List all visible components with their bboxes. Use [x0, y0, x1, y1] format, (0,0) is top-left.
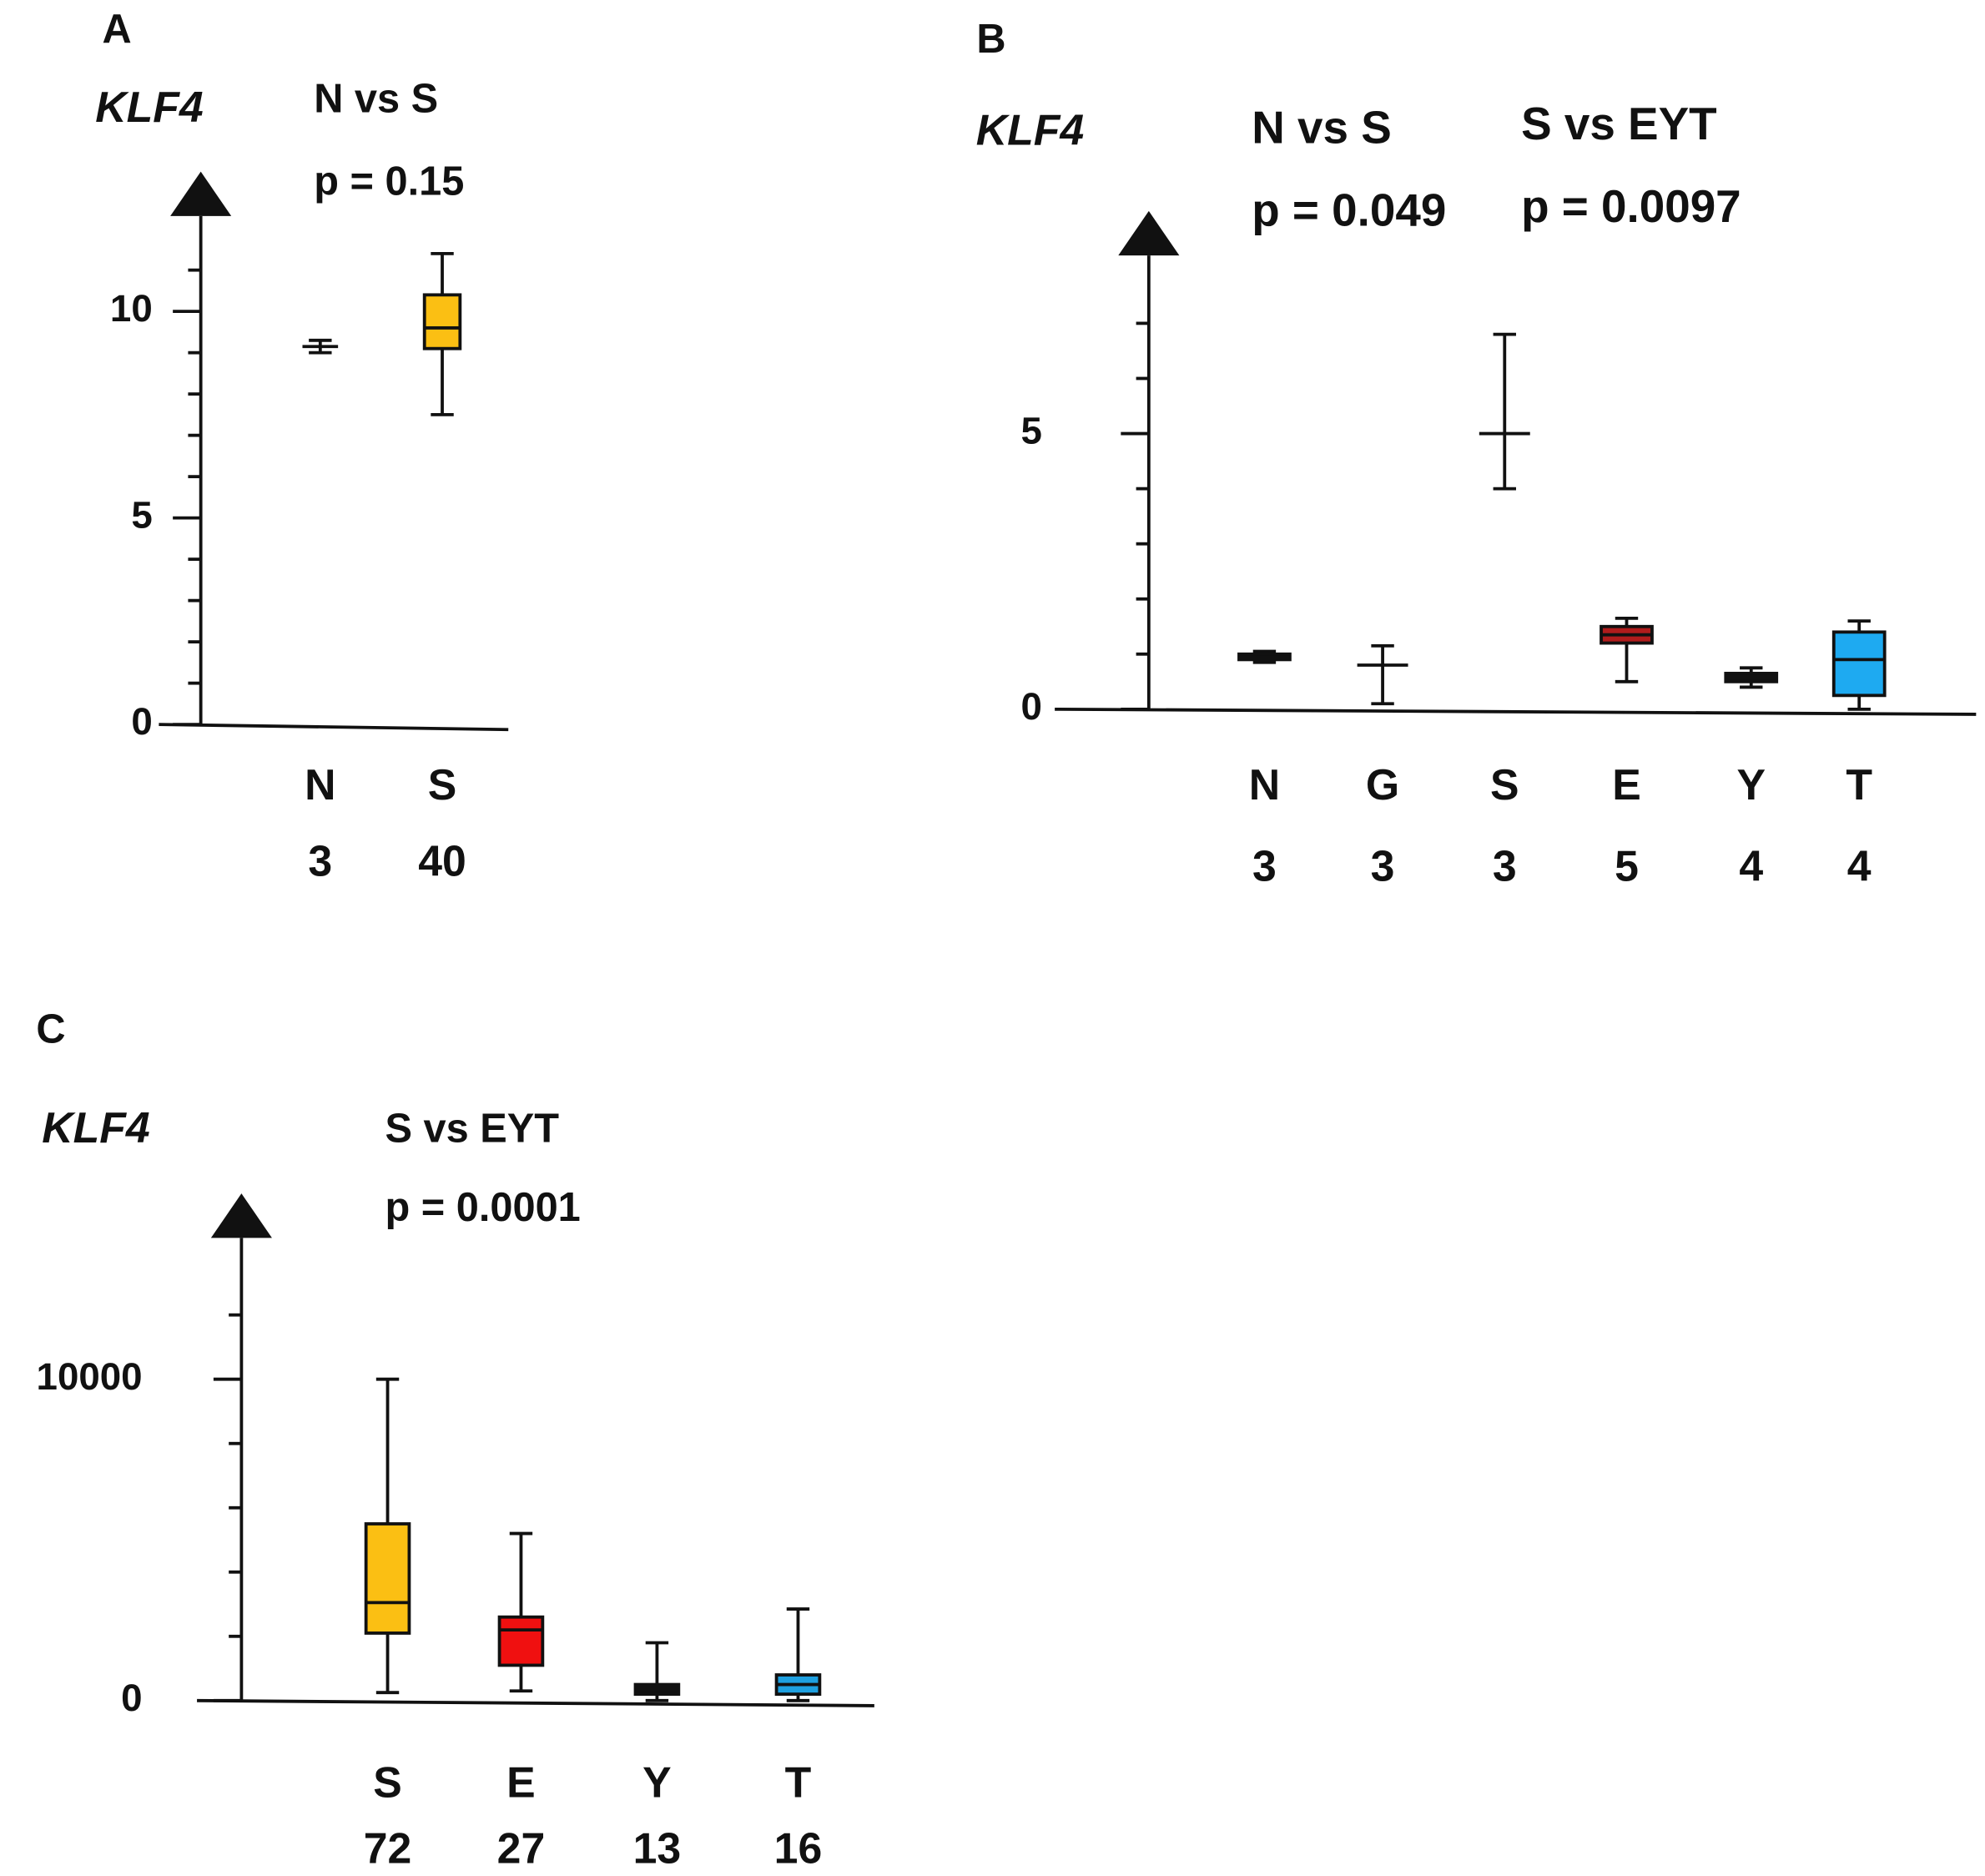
annotation: p = 0.0001 [385, 1185, 580, 1230]
count-label: 72 [364, 1824, 412, 1873]
axis-arrow [1118, 210, 1180, 256]
y-axis-label: KLF4 [95, 83, 203, 131]
box [497, 1615, 545, 1667]
x-tick-label: E [1612, 760, 1641, 809]
count-label: 3 [1493, 841, 1517, 890]
count-label: 3 [308, 836, 332, 885]
annotation: N vs S [314, 77, 438, 122]
y-tick-label: 5 [1020, 410, 1041, 452]
y-tick-label: 0 [121, 1677, 142, 1719]
y-axis-label: KLF4 [976, 106, 1084, 154]
x-tick-label: E [506, 1758, 536, 1807]
x-tick-label: Y [1736, 760, 1766, 809]
box [364, 1522, 411, 1635]
count-label: 13 [633, 1824, 682, 1873]
y-tick-label: 0 [1020, 685, 1041, 728]
x-tick-label: S [373, 1758, 402, 1807]
count-label: 5 [1615, 841, 1639, 890]
axis-arrow [170, 171, 232, 216]
count-label: 16 [774, 1824, 823, 1873]
annotation: p = 0.15 [314, 159, 464, 204]
y-tick-label: 0 [131, 700, 152, 743]
y-tick-label: 5 [131, 494, 152, 537]
annotation: S vs EYT [1521, 98, 1717, 149]
count-label: 27 [497, 1824, 546, 1873]
y-tick-label: 10 [110, 287, 153, 330]
annotation: S vs EYT [385, 1106, 559, 1151]
count-label: 3 [1371, 841, 1395, 890]
x-tick-label: S [428, 760, 457, 809]
box [1831, 630, 1887, 698]
panel-label: A [103, 7, 132, 52]
x-tick-label: T [785, 1758, 812, 1807]
annotation: N vs S [1252, 101, 1392, 153]
x-axis [197, 1698, 874, 1707]
x-axis [1055, 707, 1977, 716]
y-axis-label: KLF4 [42, 1103, 149, 1152]
x-tick-label: G [1366, 760, 1399, 809]
x-tick-label: N [1249, 760, 1280, 809]
count-label: 4 [1847, 841, 1872, 890]
box [422, 293, 462, 350]
x-tick-label: T [1846, 760, 1872, 809]
panel-label: B [976, 17, 1005, 62]
count-label: 4 [1739, 841, 1763, 890]
count-label: 40 [418, 836, 466, 885]
annotation: p = 0.049 [1252, 184, 1446, 235]
x-tick-label: Y [642, 1758, 672, 1807]
annotation: p = 0.0097 [1521, 180, 1741, 232]
x-axis [159, 723, 509, 732]
x-tick-label: S [1490, 760, 1519, 809]
panel-label: C [36, 1007, 65, 1052]
count-label: 3 [1252, 841, 1277, 890]
y-tick-label: 10000 [37, 1355, 143, 1398]
axis-arrow [210, 1193, 272, 1238]
x-tick-label: N [305, 760, 335, 809]
